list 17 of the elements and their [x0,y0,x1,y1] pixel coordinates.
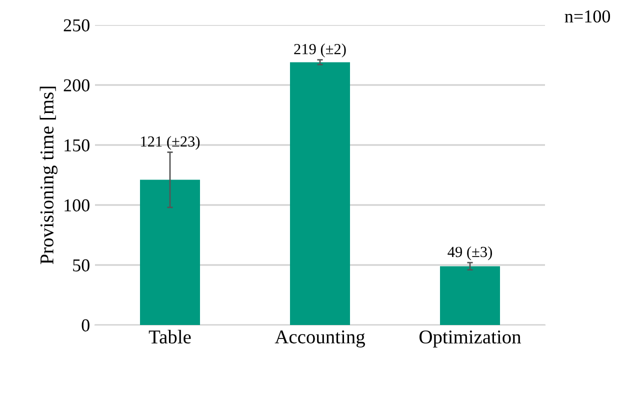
x-tick-label: Accounting [274,330,365,348]
y-tick-label: 250 [64,19,90,32]
y-tick-label: 0 [82,319,90,332]
y-tick-label: 100 [64,199,90,212]
bar [140,180,200,325]
text: n=100 [564,10,610,23]
y-axis-title: Provisioning time [ms] [40,86,58,264]
y-tick-label: 50 [73,259,90,272]
y-tick-label: 150 [64,139,90,152]
data-label: 49 (±3) [448,246,492,260]
y-tick-label: 200 [64,79,90,92]
bar [290,62,350,325]
data-label: 121 (±23) [141,136,200,150]
bar [440,266,500,325]
x-tick-label: Table [148,330,191,344]
data-label: 219 (±2) [294,44,346,58]
x-tick-label: Optimization [419,330,522,348]
